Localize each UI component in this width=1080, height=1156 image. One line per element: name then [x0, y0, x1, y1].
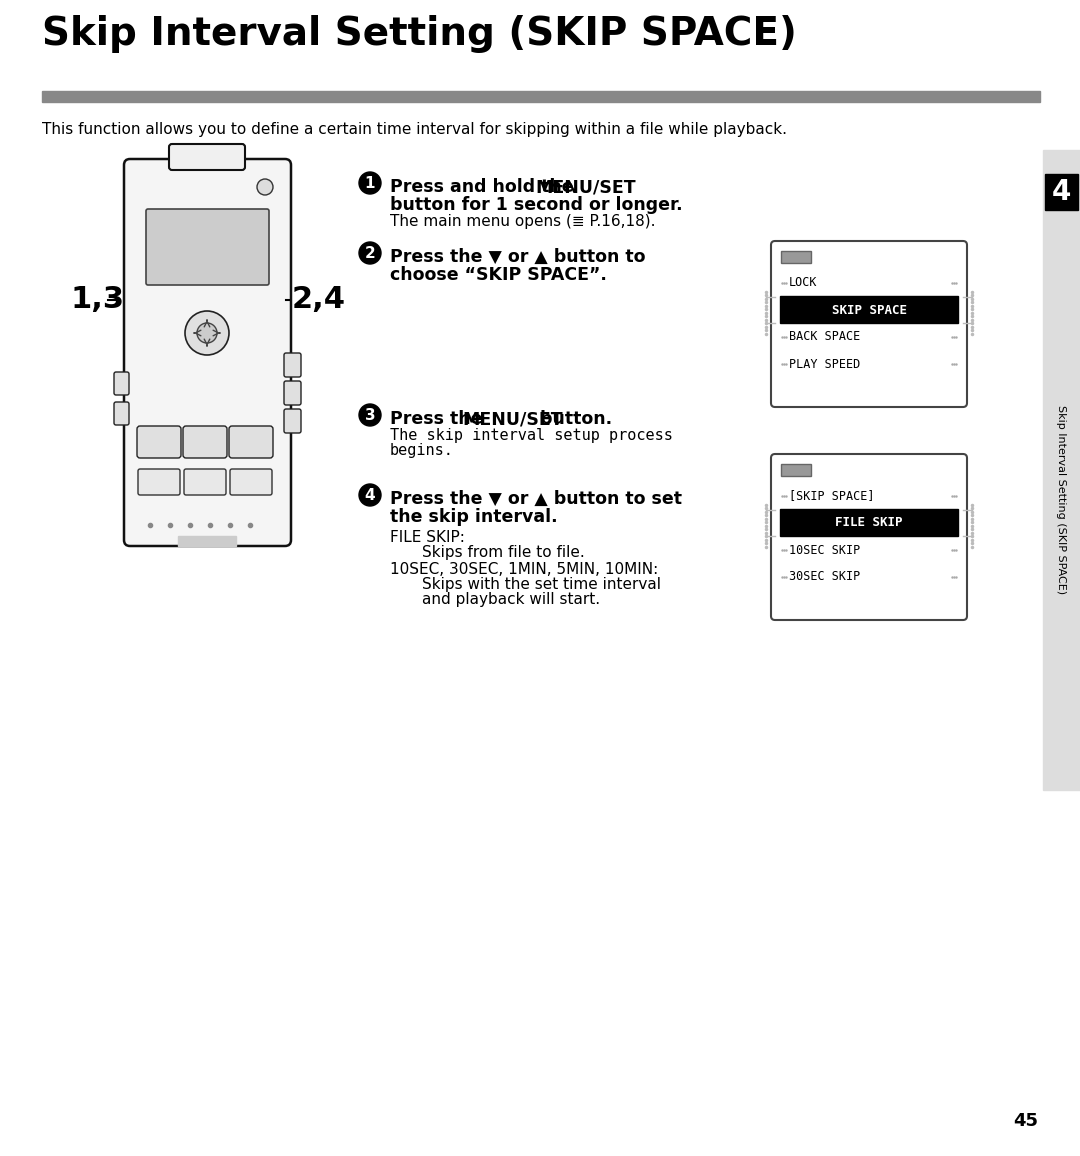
FancyBboxPatch shape	[114, 402, 129, 425]
Text: PLAY SPEED: PLAY SPEED	[789, 357, 861, 371]
FancyBboxPatch shape	[138, 469, 180, 495]
Text: Press the ▼ or ▲ button to: Press the ▼ or ▲ button to	[390, 249, 646, 266]
Text: 10SEC, 30SEC, 1MIN, 5MIN, 10MIN:: 10SEC, 30SEC, 1MIN, 5MIN, 10MIN:	[390, 562, 658, 577]
Text: 30SEC SKIP: 30SEC SKIP	[789, 571, 861, 584]
Text: Press the ▼ or ▲ button to set: Press the ▼ or ▲ button to set	[390, 490, 681, 507]
Text: SKIP SPACE: SKIP SPACE	[832, 304, 906, 317]
Bar	[781, 251, 811, 264]
FancyBboxPatch shape	[114, 372, 129, 395]
Bar	[42, 91, 1040, 102]
Text: MENU/SET: MENU/SET	[535, 178, 636, 197]
Text: the skip interval.: the skip interval.	[390, 507, 557, 526]
FancyBboxPatch shape	[146, 209, 269, 286]
FancyBboxPatch shape	[168, 144, 245, 170]
FancyBboxPatch shape	[284, 353, 301, 377]
Circle shape	[359, 403, 381, 427]
Text: MENU/SET: MENU/SET	[462, 410, 563, 428]
Text: The main menu opens (≣ P.16,18).: The main menu opens (≣ P.16,18).	[390, 214, 656, 229]
Text: Press the: Press the	[390, 410, 488, 428]
Text: [SKIP SPACE]: [SKIP SPACE]	[789, 489, 875, 503]
Text: 4: 4	[365, 488, 376, 503]
FancyBboxPatch shape	[771, 454, 967, 620]
Circle shape	[359, 172, 381, 194]
Circle shape	[257, 179, 273, 195]
FancyBboxPatch shape	[284, 409, 301, 434]
Bar	[1043, 150, 1080, 790]
Text: LOCK: LOCK	[789, 276, 818, 289]
Text: Skips from file to file.: Skips from file to file.	[422, 544, 584, 560]
Text: 10SEC SKIP: 10SEC SKIP	[789, 543, 861, 556]
Text: 2: 2	[365, 245, 376, 260]
FancyBboxPatch shape	[230, 469, 272, 495]
Text: 4: 4	[1051, 178, 1070, 206]
Text: BACK SPACE: BACK SPACE	[789, 331, 861, 343]
Text: 1: 1	[365, 176, 375, 191]
Text: and playback will start.: and playback will start.	[422, 592, 600, 607]
Bar	[780, 509, 958, 536]
Circle shape	[359, 242, 381, 264]
Text: This function allows you to define a certain time interval for skipping within a: This function allows you to define a cer…	[42, 123, 787, 138]
Text: Skips with the set time interval: Skips with the set time interval	[422, 577, 661, 592]
Text: begins.: begins.	[390, 443, 454, 458]
Text: 2,4: 2,4	[292, 286, 346, 314]
FancyBboxPatch shape	[184, 469, 226, 495]
Bar	[780, 296, 958, 323]
Text: 1,3: 1,3	[70, 286, 124, 314]
Text: 3: 3	[365, 408, 376, 422]
Text: Press and hold the: Press and hold the	[390, 178, 580, 197]
Text: button.: button.	[534, 410, 612, 428]
Text: Skip Interval Setting (SKIP SPACE): Skip Interval Setting (SKIP SPACE)	[42, 15, 797, 53]
Text: The skip interval setup process: The skip interval setup process	[390, 428, 673, 443]
Text: choose “SKIP SPACE”.: choose “SKIP SPACE”.	[390, 266, 607, 284]
FancyBboxPatch shape	[229, 427, 273, 458]
Circle shape	[185, 311, 229, 355]
Text: FILE SKIP:: FILE SKIP:	[390, 529, 464, 544]
Text: button for 1 second or longer.: button for 1 second or longer.	[390, 197, 683, 214]
FancyBboxPatch shape	[137, 427, 181, 458]
Circle shape	[359, 484, 381, 506]
Bar	[781, 464, 811, 476]
FancyBboxPatch shape	[124, 160, 291, 546]
Text: FILE SKIP: FILE SKIP	[835, 517, 903, 529]
Text: 45: 45	[1013, 1112, 1038, 1131]
Bar	[1045, 175, 1078, 210]
Circle shape	[197, 323, 217, 343]
FancyBboxPatch shape	[183, 427, 227, 458]
Text: Skip Interval Setting (SKIP SPACE): Skip Interval Setting (SKIP SPACE)	[1056, 406, 1066, 594]
FancyBboxPatch shape	[771, 240, 967, 407]
FancyBboxPatch shape	[284, 381, 301, 405]
Bar	[178, 536, 237, 546]
